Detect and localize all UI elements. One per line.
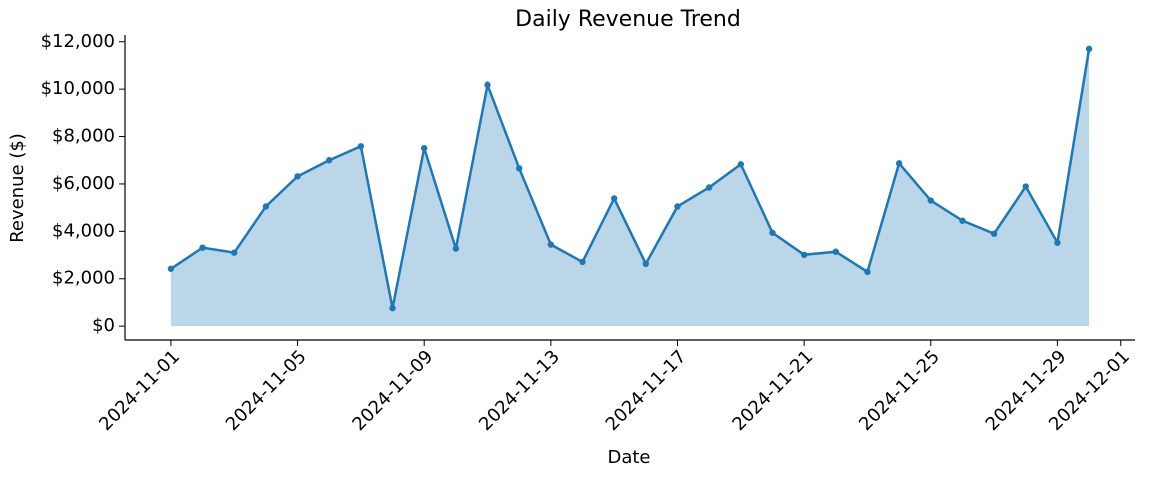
point bbox=[990, 230, 998, 237]
y-axis-label: Revenue ($) bbox=[7, 133, 28, 243]
point bbox=[674, 203, 681, 210]
point bbox=[832, 248, 839, 255]
x-tick-label: 2024-11-21 bbox=[728, 346, 817, 435]
point bbox=[167, 265, 175, 272]
x-tick-label: 2024-11-13 bbox=[475, 346, 564, 435]
y-tick-label: $12,000 bbox=[41, 31, 115, 52]
y-tick-label: $4,000 bbox=[52, 220, 115, 241]
x-tick-label: 2024-11-17 bbox=[602, 346, 691, 435]
y-tick-label: $6,000 bbox=[52, 173, 115, 194]
area bbox=[170, 48, 1090, 327]
point bbox=[547, 241, 555, 248]
point bbox=[199, 244, 206, 251]
x-tick-label: 2024-11-01 bbox=[95, 346, 184, 435]
point bbox=[1022, 183, 1029, 190]
point bbox=[326, 157, 333, 164]
point bbox=[357, 143, 365, 150]
point bbox=[484, 81, 491, 89]
y-tick-label: $2,000 bbox=[52, 268, 115, 289]
line bbox=[170, 48, 1091, 309]
x-tick-label: 2024-11-05 bbox=[222, 346, 311, 435]
point bbox=[959, 217, 966, 224]
chart-title: Daily Revenue Trend bbox=[515, 7, 741, 32]
point bbox=[262, 203, 270, 210]
x-tick-label: 2024-11-09 bbox=[348, 346, 437, 435]
point bbox=[1054, 239, 1061, 246]
point bbox=[927, 197, 934, 204]
point bbox=[1085, 45, 1093, 53]
y-tick-label: $8,000 bbox=[52, 126, 115, 147]
point bbox=[231, 249, 238, 256]
point bbox=[610, 195, 618, 202]
y-tick-label: $0 bbox=[92, 315, 115, 336]
point bbox=[452, 245, 460, 252]
x-tick-label: 2024-11-25 bbox=[855, 346, 944, 435]
point bbox=[579, 258, 586, 266]
point bbox=[421, 144, 428, 152]
point bbox=[737, 161, 745, 168]
point bbox=[705, 184, 713, 191]
point bbox=[864, 268, 871, 276]
point bbox=[800, 251, 808, 259]
point bbox=[294, 173, 301, 180]
point bbox=[515, 165, 523, 172]
point bbox=[769, 229, 776, 236]
point bbox=[642, 260, 650, 268]
point bbox=[389, 304, 396, 312]
point bbox=[895, 160, 903, 167]
x-axis-label: Date bbox=[607, 447, 650, 468]
y-tick-label: $10,000 bbox=[41, 78, 115, 99]
